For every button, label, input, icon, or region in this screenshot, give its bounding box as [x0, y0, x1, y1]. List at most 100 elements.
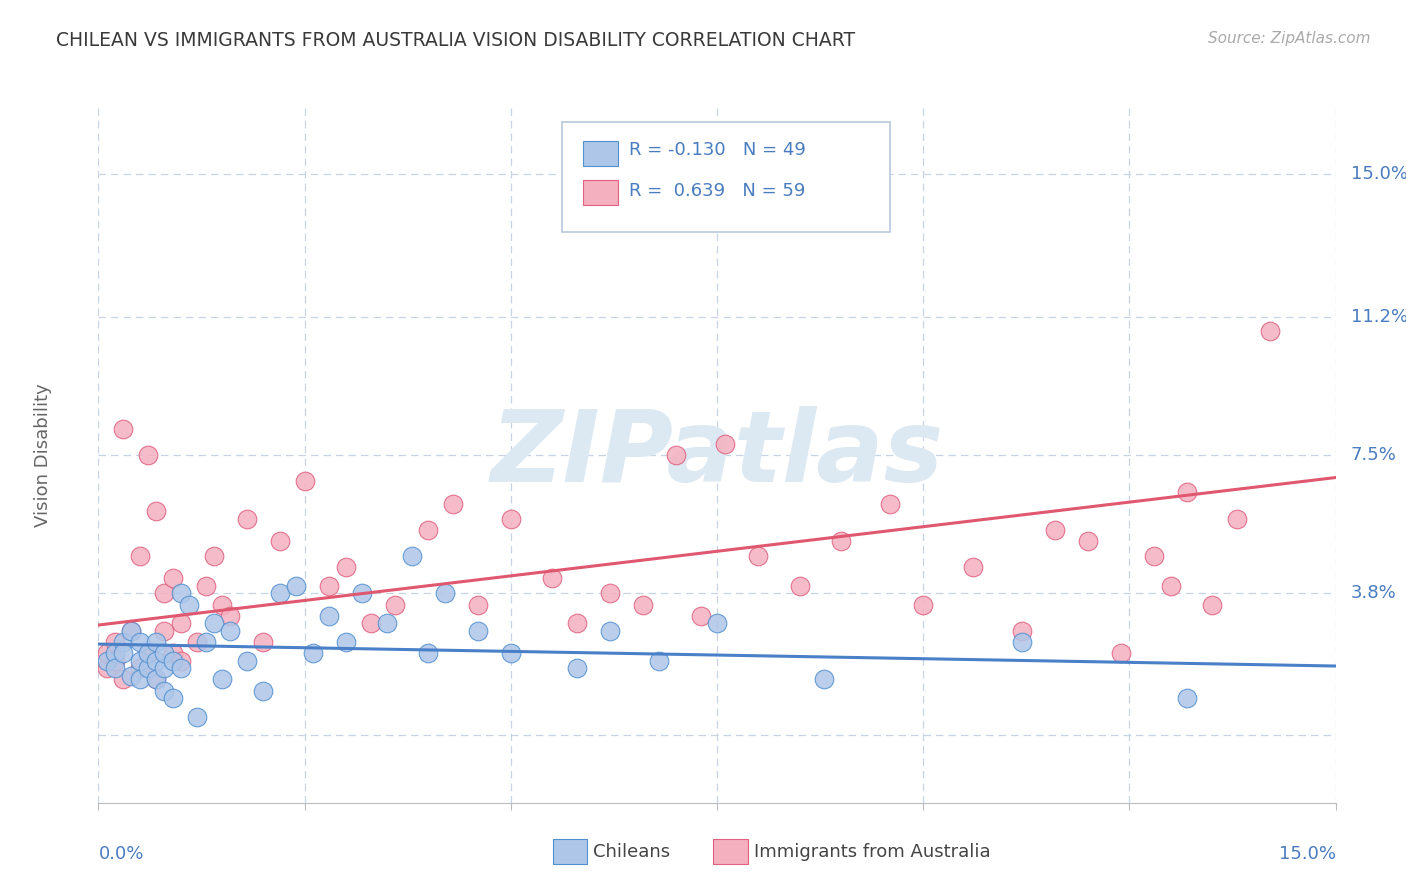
Point: [401, 549, 423, 563]
Point: [153, 624, 176, 638]
Point: [162, 654, 184, 668]
Point: [565, 616, 588, 631]
Text: 15.0%: 15.0%: [1278, 845, 1336, 863]
Point: [1226, 511, 1249, 525]
Point: [599, 624, 621, 638]
Text: R =  0.639   N = 59: R = 0.639 N = 59: [630, 182, 806, 200]
Point: [433, 586, 456, 600]
Text: 7.5%: 7.5%: [1351, 446, 1396, 464]
FancyBboxPatch shape: [553, 839, 588, 864]
Point: [202, 616, 225, 631]
Point: [375, 616, 398, 631]
Point: [384, 598, 406, 612]
Point: [104, 654, 127, 668]
Point: [789, 579, 811, 593]
Point: [441, 497, 464, 511]
Point: [252, 683, 274, 698]
Point: [104, 635, 127, 649]
FancyBboxPatch shape: [562, 122, 890, 232]
Point: [104, 661, 127, 675]
Point: [128, 635, 150, 649]
Point: [112, 646, 135, 660]
Point: [962, 560, 984, 574]
Point: [112, 422, 135, 436]
Point: [128, 654, 150, 668]
Point: [145, 635, 167, 649]
Point: [219, 608, 242, 623]
Point: [96, 654, 118, 668]
Point: [145, 654, 167, 668]
Point: [1143, 549, 1166, 563]
Point: [236, 511, 259, 525]
Point: [153, 683, 176, 698]
FancyBboxPatch shape: [583, 141, 619, 166]
Point: [269, 533, 291, 548]
FancyBboxPatch shape: [713, 839, 748, 864]
Text: R = -0.130   N = 49: R = -0.130 N = 49: [630, 141, 806, 159]
Point: [1175, 691, 1198, 706]
Point: [318, 608, 340, 623]
Point: [302, 646, 325, 660]
Point: [96, 646, 118, 660]
Text: 15.0%: 15.0%: [1351, 165, 1406, 184]
Point: [162, 691, 184, 706]
Point: [136, 448, 159, 462]
Point: [269, 586, 291, 600]
Point: [202, 549, 225, 563]
Point: [565, 661, 588, 675]
Text: 11.2%: 11.2%: [1351, 308, 1406, 326]
Point: [285, 579, 308, 593]
Point: [1045, 523, 1067, 537]
Point: [294, 474, 316, 488]
Point: [112, 635, 135, 649]
Point: [830, 533, 852, 548]
Point: [912, 598, 935, 612]
Point: [1160, 579, 1182, 593]
Point: [335, 635, 357, 649]
Point: [813, 673, 835, 687]
Point: [335, 560, 357, 574]
Point: [162, 571, 184, 585]
Point: [120, 624, 142, 638]
Point: [318, 579, 340, 593]
Point: [170, 654, 193, 668]
Point: [467, 598, 489, 612]
Point: [153, 646, 176, 660]
Point: [714, 436, 737, 450]
Point: [665, 448, 688, 462]
Point: [1175, 485, 1198, 500]
Point: [170, 661, 193, 675]
Point: [128, 661, 150, 675]
Point: [162, 646, 184, 660]
Text: CHILEAN VS IMMIGRANTS FROM AUSTRALIA VISION DISABILITY CORRELATION CHART: CHILEAN VS IMMIGRANTS FROM AUSTRALIA VIS…: [56, 31, 855, 50]
Point: [120, 668, 142, 682]
Point: [128, 673, 150, 687]
Point: [467, 624, 489, 638]
Point: [1077, 533, 1099, 548]
Text: 0.0%: 0.0%: [98, 845, 143, 863]
Text: ZIPatlas: ZIPatlas: [491, 407, 943, 503]
Point: [136, 646, 159, 660]
Point: [194, 635, 217, 649]
Point: [145, 673, 167, 687]
Point: [186, 635, 208, 649]
Point: [153, 661, 176, 675]
Point: [153, 586, 176, 600]
Point: [541, 571, 564, 585]
Point: [1201, 598, 1223, 612]
Point: [1011, 624, 1033, 638]
FancyBboxPatch shape: [583, 180, 619, 205]
Point: [211, 673, 233, 687]
Point: [128, 549, 150, 563]
Point: [631, 598, 654, 612]
Point: [418, 523, 440, 537]
Point: [136, 661, 159, 675]
Point: [1258, 325, 1281, 339]
Text: 3.8%: 3.8%: [1351, 584, 1396, 602]
Point: [211, 598, 233, 612]
Point: [194, 579, 217, 593]
Text: Vision Disability: Vision Disability: [34, 383, 52, 527]
Point: [706, 616, 728, 631]
Point: [1011, 635, 1033, 649]
Point: [499, 646, 522, 660]
